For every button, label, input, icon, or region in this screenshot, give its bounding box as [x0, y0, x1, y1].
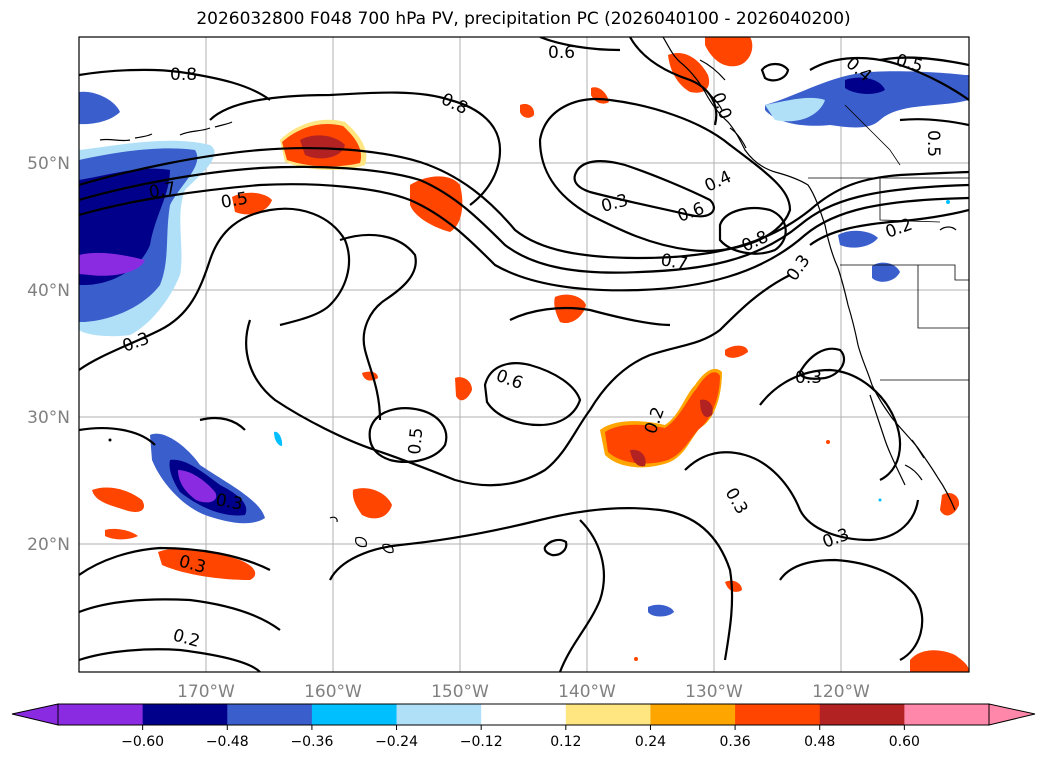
- blob-northeast-blue: [765, 71, 969, 128]
- colorbar-segment: [311, 704, 398, 725]
- map-frame: [78, 36, 970, 673]
- colorbar-segment: [58, 704, 144, 725]
- lat-tick-label: 20°N: [27, 535, 70, 555]
- lon-tick-label: 170°W: [177, 682, 235, 702]
- borders: [808, 104, 969, 381]
- colorbar-segment: [142, 704, 228, 725]
- contour-label: 0.7: [659, 250, 689, 274]
- colorbar-tick-label: 0.24: [635, 734, 666, 750]
- lat-tick-label: 40°N: [27, 281, 70, 301]
- island-dots: [108, 200, 950, 661]
- colorbar-tick-label: 0.12: [550, 734, 581, 750]
- contour-label: 0.3: [795, 368, 822, 388]
- colorbar-tick-label: −0.60: [121, 734, 164, 750]
- colorbar-segment: [396, 704, 482, 725]
- longitude-labels: 170°W 160°W 150°W 140°W 130°W 120°W: [177, 682, 870, 702]
- colorbar: −0.60 −0.48 −0.36 −0.24 −0.12 0.12 0.24 0.36 0.4…: [11, 703, 1036, 750]
- lon-tick-label: 160°W: [304, 682, 362, 702]
- coastlines: [99, 37, 957, 554]
- colorbar-segment: [650, 704, 736, 725]
- colorbar-segment: [565, 704, 651, 725]
- pv-contours: [79, 37, 969, 672]
- colorbar-segment: [904, 704, 990, 725]
- colorbar-tick-label: 0.36: [720, 734, 751, 750]
- contour-label: 0.5: [923, 130, 943, 157]
- contour-label: 0.6: [548, 43, 575, 63]
- colorbar-tick-label: −0.36: [290, 734, 333, 750]
- colorbar-segment: [819, 704, 905, 725]
- contour-label: 0.5: [405, 427, 427, 456]
- lon-tick-label: 150°W: [431, 682, 489, 702]
- colorbar-tick-label: 0.60: [889, 734, 920, 750]
- colorbar-max-extension: [988, 703, 1036, 726]
- contour-label: 0.5: [219, 189, 249, 213]
- colorbar-segment: [481, 704, 567, 725]
- positive-anomaly-regions: [92, 37, 969, 672]
- lat-tick-label: 30°N: [27, 408, 70, 428]
- colorbar-tick-label: −0.48: [206, 734, 249, 750]
- colorbar-segment: [735, 704, 821, 725]
- lon-tick-label: 120°W: [812, 682, 870, 702]
- map-title: 2026032800 F048 700 hPa PV, precipitatio…: [196, 9, 851, 29]
- colorbar-tick-label: 0.48: [804, 734, 835, 750]
- colorbar-segment: [227, 704, 313, 725]
- lon-tick-label: 140°W: [558, 682, 616, 702]
- contour-label: 0.8: [170, 65, 197, 85]
- colorbar-tick-label: −0.12: [460, 734, 503, 750]
- latitude-labels: 50°N 40°N 30°N 20°N: [27, 154, 70, 555]
- lon-tick-label: 130°W: [685, 682, 743, 702]
- colorbar-min-extension: [11, 703, 59, 726]
- contour-label: 0.7: [147, 179, 177, 203]
- lat-tick-label: 50°N: [27, 154, 70, 174]
- colorbar-tick-label: −0.24: [375, 734, 418, 750]
- contour-label: 0.3: [214, 490, 244, 514]
